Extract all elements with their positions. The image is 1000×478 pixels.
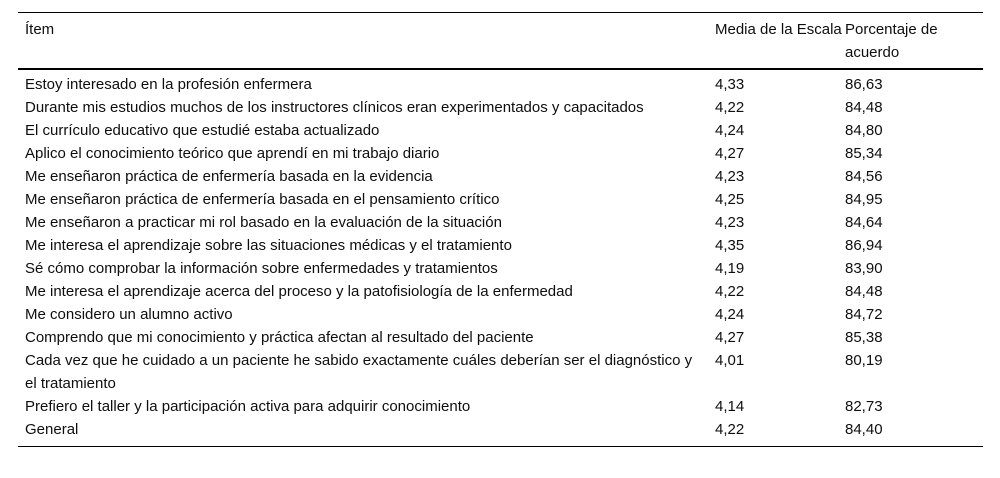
table-row: Comprendo que mi conocimiento y práctica… xyxy=(18,326,983,349)
porcentaje-cell: 84,48 xyxy=(845,283,883,300)
media-cell: 4,22 xyxy=(715,421,745,438)
porcentaje-cell: 84,80 xyxy=(845,122,883,139)
media-cell: 4,22 xyxy=(715,99,745,116)
table-row: General 4,22 84,40 xyxy=(18,418,983,447)
table-row: Me interesa el aprendizaje sobre las sit… xyxy=(18,234,983,257)
item-cell: Me enseñaron a practicar mi rol basado e… xyxy=(25,214,502,231)
table-row: El currículo educativo que estudié estab… xyxy=(18,119,983,142)
porcentaje-cell: 85,38 xyxy=(845,329,883,346)
table-row: Cada vez que he cuidado a un paciente he… xyxy=(18,349,983,395)
item-cell: Estoy interesado en la profesión enferme… xyxy=(25,76,312,93)
media-cell: 4,23 xyxy=(715,214,745,231)
item-cell: Me considero un alumno activo xyxy=(25,306,233,323)
table-row: Me enseñaron práctica de enfermería basa… xyxy=(18,188,983,211)
results-table: Ítem Media de la Escala Porcentaje de ac… xyxy=(18,12,983,447)
item-cell: El currículo educativo que estudié estab… xyxy=(25,122,380,139)
media-cell: 4,23 xyxy=(715,168,745,185)
porcentaje-cell: 85,34 xyxy=(845,145,883,162)
item-cell: Me enseñaron práctica de enfermería basa… xyxy=(25,191,500,208)
table-row: Me enseñaron práctica de enfermería basa… xyxy=(18,165,983,188)
table-row: Me enseñaron a practicar mi rol basado e… xyxy=(18,211,983,234)
table-row: Estoy interesado en la profesión enferme… xyxy=(18,69,983,96)
item-cell: Cada vez que he cuidado a un paciente he… xyxy=(25,352,693,392)
media-cell: 4,01 xyxy=(715,352,745,369)
item-cell: Aplico el conocimiento teórico que apren… xyxy=(25,145,440,162)
col-header-porcentaje: Porcentaje de acuerdo xyxy=(845,12,983,70)
media-cell: 4,27 xyxy=(715,145,745,162)
table-row: Aplico el conocimiento teórico que apren… xyxy=(18,142,983,165)
item-cell: Durante mis estudios muchos de los instr… xyxy=(25,99,644,116)
item-cell: Me interesa el aprendizaje acerca del pr… xyxy=(25,283,573,300)
media-cell: 4,35 xyxy=(715,237,745,254)
media-cell: 4,19 xyxy=(715,260,745,277)
media-cell: 4,33 xyxy=(715,76,745,93)
item-cell: General xyxy=(25,421,79,438)
col-header-item: Ítem xyxy=(18,12,715,70)
col-header-media: Media de la Escala xyxy=(715,12,845,70)
media-cell: 4,24 xyxy=(715,122,745,139)
item-cell: Prefiero el taller y la participación ac… xyxy=(25,398,471,415)
media-cell: 4,22 xyxy=(715,283,745,300)
table-header: Ítem Media de la Escala Porcentaje de ac… xyxy=(18,12,983,70)
porcentaje-cell: 86,94 xyxy=(845,237,883,254)
item-cell: Me interesa el aprendizaje sobre las sit… xyxy=(25,237,512,254)
table-row: Prefiero el taller y la participación ac… xyxy=(18,395,983,418)
porcentaje-cell: 84,64 xyxy=(845,214,883,231)
porcentaje-cell: 84,56 xyxy=(845,168,883,185)
header-row: Ítem Media de la Escala Porcentaje de ac… xyxy=(18,12,983,70)
media-cell: 4,24 xyxy=(715,306,745,323)
porcentaje-cell: 84,72 xyxy=(845,306,883,323)
table-row: Me interesa el aprendizaje acerca del pr… xyxy=(18,280,983,303)
item-cell: Sé cómo comprobar la información sobre e… xyxy=(25,260,498,277)
table-row: Me considero un alumno activo 4,24 84,72 xyxy=(18,303,983,326)
item-cell: Me enseñaron práctica de enfermería basa… xyxy=(25,168,433,185)
media-cell: 4,25 xyxy=(715,191,745,208)
media-cell: 4,14 xyxy=(715,398,745,415)
porcentaje-cell: 82,73 xyxy=(845,398,883,415)
porcentaje-cell: 84,40 xyxy=(845,421,883,438)
porcentaje-cell: 84,48 xyxy=(845,99,883,116)
table-body: Estoy interesado en la profesión enferme… xyxy=(18,69,983,447)
table-row: Sé cómo comprobar la información sobre e… xyxy=(18,257,983,280)
table-row: Durante mis estudios muchos de los instr… xyxy=(18,96,983,119)
item-cell: Comprendo que mi conocimiento y práctica… xyxy=(25,329,534,346)
porcentaje-cell: 84,95 xyxy=(845,191,883,208)
porcentaje-cell: 80,19 xyxy=(845,352,883,369)
media-cell: 4,27 xyxy=(715,329,745,346)
porcentaje-cell: 86,63 xyxy=(845,76,883,93)
porcentaje-cell: 83,90 xyxy=(845,260,883,277)
